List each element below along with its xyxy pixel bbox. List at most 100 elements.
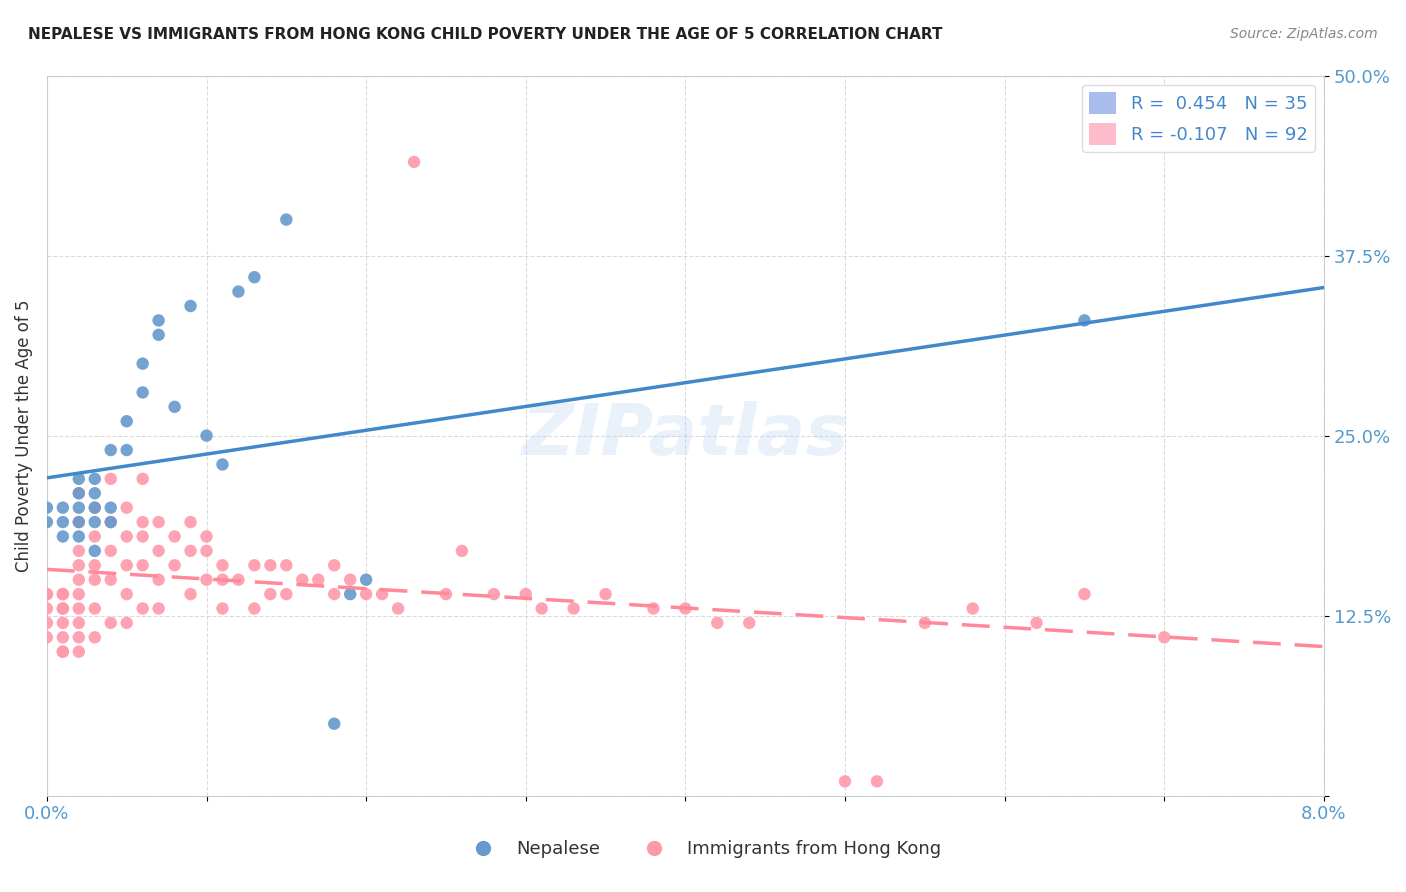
Point [673,601,696,615]
Point [402,155,425,169]
Point [35,630,58,644]
Point [163,400,186,414]
Text: ZIPatlas: ZIPatlas [522,401,849,470]
Point [148,544,170,558]
Point [211,573,233,587]
Point [643,601,665,615]
Point [100,615,122,630]
Point [83,573,105,587]
Point [67,515,90,529]
Point [115,529,138,543]
Point [387,601,409,615]
Point [914,615,936,630]
Point [100,443,122,458]
Point [148,515,170,529]
Point [83,630,105,644]
Point [67,587,90,601]
Point [259,587,281,601]
Point [195,428,218,442]
Point [339,587,361,601]
Point [100,500,122,515]
Point [131,558,153,573]
Point [52,601,75,615]
Point [180,587,202,601]
Point [115,443,138,458]
Point [148,601,170,615]
Point [243,601,266,615]
Point [131,472,153,486]
Point [67,544,90,558]
Point [100,544,122,558]
Point [52,645,75,659]
Point [83,558,105,573]
Point [83,486,105,500]
Point [35,587,58,601]
Point [1153,630,1175,644]
Point [131,601,153,615]
Point [195,529,218,543]
Point [100,573,122,587]
Point [434,587,457,601]
Point [131,357,153,371]
Point [259,558,281,573]
Point [211,601,233,615]
Point [180,544,202,558]
Point [562,601,585,615]
Point [1073,587,1095,601]
Point [738,615,761,630]
Point [67,515,90,529]
Point [163,529,186,543]
Point [83,529,105,543]
Point [67,472,90,486]
Point [195,544,218,558]
Point [307,573,329,587]
Point [115,500,138,515]
Point [100,515,122,529]
Point [276,212,298,227]
Legend: Nepalese, Immigrants from Hong Kong: Nepalese, Immigrants from Hong Kong [458,833,948,865]
Point [52,630,75,644]
Point [451,544,474,558]
Text: NEPALESE VS IMMIGRANTS FROM HONG KONG CHILD POVERTY UNDER THE AGE OF 5 CORRELATI: NEPALESE VS IMMIGRANTS FROM HONG KONG CH… [28,27,942,42]
Point [35,515,58,529]
Y-axis label: Child Poverty Under the Age of 5: Child Poverty Under the Age of 5 [15,300,32,572]
Point [67,630,90,644]
Point [52,645,75,659]
Point [52,601,75,615]
Point [83,500,105,515]
Point [131,529,153,543]
Point [211,558,233,573]
Point [595,587,617,601]
Point [148,313,170,327]
Point [148,573,170,587]
Point [35,615,58,630]
Point [834,774,856,789]
Text: Source: ZipAtlas.com: Source: ZipAtlas.com [1230,27,1378,41]
Point [148,327,170,342]
Point [195,573,218,587]
Point [354,587,377,601]
Point [243,558,266,573]
Point [67,486,90,500]
Point [52,515,75,529]
Point [100,515,122,529]
Point [276,587,298,601]
Point [323,587,346,601]
Point [115,587,138,601]
Point [243,270,266,285]
Point [706,615,728,630]
Point [83,472,105,486]
Legend: R =  0.454   N = 35, R = -0.107   N = 92: R = 0.454 N = 35, R = -0.107 N = 92 [1083,85,1315,152]
Point [83,544,105,558]
Point [1073,313,1095,327]
Point [67,573,90,587]
Point [228,573,250,587]
Point [83,500,105,515]
Point [131,385,153,400]
Point [482,587,505,601]
Point [115,558,138,573]
Point [515,587,537,601]
Point [323,716,346,731]
Point [52,587,75,601]
Point [962,601,984,615]
